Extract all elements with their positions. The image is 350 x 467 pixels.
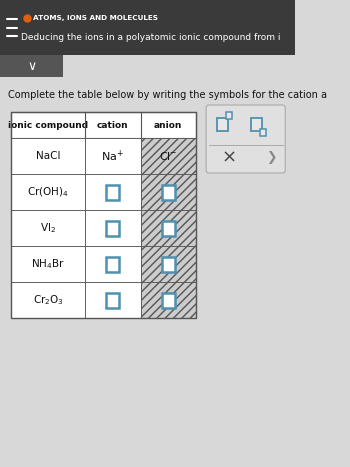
Bar (226, 112, 232, 119)
Bar (162, 184, 175, 199)
Text: Cl$^{-}$: Cl$^{-}$ (159, 150, 177, 162)
Bar (11, 112, 196, 138)
Text: NaCl: NaCl (36, 151, 60, 161)
Bar (85, 282, 140, 318)
Bar (11, 138, 85, 174)
Text: Cr(OH)$_{4}$: Cr(OH)$_{4}$ (27, 185, 69, 199)
Bar (0, 55, 63, 77)
Bar (85, 174, 140, 210)
Bar (251, 118, 262, 131)
Text: ❯: ❯ (266, 151, 277, 164)
Bar (0, 0, 294, 55)
Bar (260, 129, 266, 136)
Bar (140, 210, 196, 246)
Bar (106, 292, 119, 307)
Bar (85, 138, 140, 174)
Text: Complete the table below by writing the symbols for the cation a: Complete the table below by writing the … (8, 90, 327, 100)
Bar (85, 246, 140, 282)
Bar (140, 174, 196, 210)
Bar (11, 210, 85, 246)
Bar (140, 138, 196, 174)
Text: VI$_{2}$: VI$_{2}$ (40, 221, 56, 235)
Bar (106, 184, 119, 199)
Bar (106, 256, 119, 271)
Text: NH$_{4}$Br: NH$_{4}$Br (31, 257, 65, 271)
Bar (11, 174, 85, 210)
Bar (217, 118, 228, 131)
Bar (11, 282, 85, 318)
Bar (140, 246, 196, 282)
Text: ×: × (222, 149, 237, 167)
Bar (162, 220, 175, 235)
Text: ionic compound: ionic compound (8, 120, 88, 129)
Text: anion: anion (154, 120, 182, 129)
Text: cation: cation (97, 120, 128, 129)
Bar (11, 112, 196, 318)
FancyBboxPatch shape (206, 105, 285, 173)
Bar (140, 282, 196, 318)
Bar (85, 210, 140, 246)
Bar (106, 220, 119, 235)
Text: ∨: ∨ (27, 59, 36, 72)
Bar (162, 292, 175, 307)
Text: Deducing the ions in a polyatomic ionic compound from i: Deducing the ions in a polyatomic ionic … (21, 33, 281, 42)
Bar (162, 256, 175, 271)
Bar (11, 246, 85, 282)
Text: ATOMS, IONS AND MOLECULES: ATOMS, IONS AND MOLECULES (33, 14, 158, 21)
Text: Cr$_{2}$O$_{3}$: Cr$_{2}$O$_{3}$ (33, 293, 63, 307)
Text: Na$^{+}$: Na$^{+}$ (101, 149, 124, 163)
